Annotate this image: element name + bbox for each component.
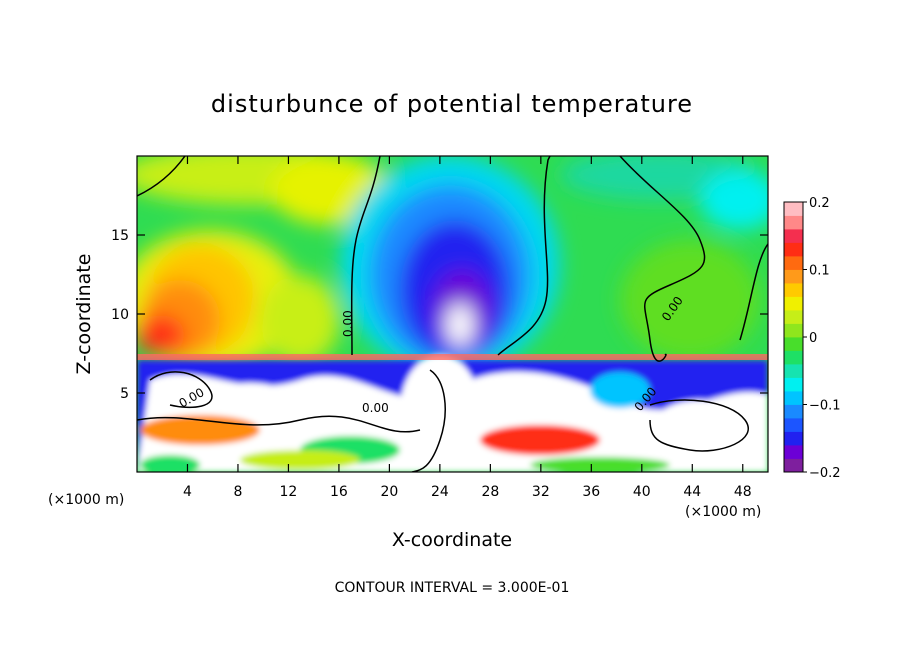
y-axis-label: Z-coordinate xyxy=(73,254,95,375)
colorbar-swatch xyxy=(784,323,803,338)
x-tick-label: 16 xyxy=(330,484,348,500)
colorbar-tick-label: −0.1 xyxy=(809,399,841,414)
plot-area: 0.00 0.00 0.00 0.00 0.00 xyxy=(137,156,768,472)
x-tick-label: 20 xyxy=(380,484,398,500)
x-tick-label: 12 xyxy=(280,484,298,500)
colorbar-swatch xyxy=(784,337,803,351)
contour-label: 0.00 xyxy=(341,310,355,337)
y-tick-label: 15 xyxy=(111,228,129,244)
contour-label: 0.00 xyxy=(362,401,389,415)
colorbar-swatch xyxy=(784,445,803,459)
contour-lines xyxy=(137,156,768,472)
x-tick-label: 4 xyxy=(183,484,192,500)
y-tick-label: 10 xyxy=(111,307,129,323)
x-axis-label: X-coordinate xyxy=(392,529,512,551)
colorbar-swatch xyxy=(784,431,803,446)
colorbar-swatch xyxy=(784,256,803,270)
colorbar-swatch xyxy=(784,377,803,392)
chart-title: disturbunce of potential temperature xyxy=(211,90,693,118)
x-tick-label: 36 xyxy=(582,484,600,500)
x-axis-unit-left: (×1000 m) xyxy=(48,492,124,508)
colorbar-swatch xyxy=(784,458,803,473)
x-axis: 4 8 12 16 20 24 28 32 36 40 44 48 xyxy=(183,156,752,500)
colorbar-swatch xyxy=(784,296,803,311)
contour-interval-note: CONTOUR INTERVAL = 3.000E-01 xyxy=(335,580,570,596)
colorbar-tick-label: 0 xyxy=(809,331,817,346)
colorbar-swatch xyxy=(784,310,803,324)
y-axis: 5 10 15 xyxy=(111,228,768,402)
x-tick-label: 48 xyxy=(734,484,752,500)
x-tick-label: 32 xyxy=(532,484,550,500)
x-tick-label: 8 xyxy=(233,484,242,500)
colorbar-swatch xyxy=(784,418,803,432)
x-axis-unit-right: (×1000 m) xyxy=(685,504,761,520)
x-tick-label: 28 xyxy=(481,484,499,500)
colorbar: 0.2 0.1 0 −0.1 −0.2 xyxy=(783,196,841,481)
colorbar-swatch xyxy=(784,229,803,243)
colorbar-swatch xyxy=(784,215,803,230)
x-tick-label: 40 xyxy=(633,484,651,500)
colorbar-swatch xyxy=(784,202,803,216)
colorbar-swatch xyxy=(784,404,803,419)
colorbar-swatch xyxy=(784,364,803,378)
colorbar-swatch xyxy=(784,391,803,405)
y-tick-label: 5 xyxy=(120,386,129,402)
colorbar-swatch xyxy=(784,269,803,284)
colorbar-tick-label: 0.2 xyxy=(809,196,830,211)
upper-field xyxy=(137,156,768,375)
colorbar-swatch xyxy=(784,350,803,365)
x-tick-label: 24 xyxy=(431,484,449,500)
colorbar-swatch xyxy=(784,283,803,297)
colorbar-tick-label: −0.2 xyxy=(809,466,841,481)
colorbar-swatch xyxy=(784,242,803,257)
lower-field xyxy=(137,355,768,472)
x-tick-label: 44 xyxy=(683,484,701,500)
colorbar-tick-label: 0.1 xyxy=(809,264,830,279)
